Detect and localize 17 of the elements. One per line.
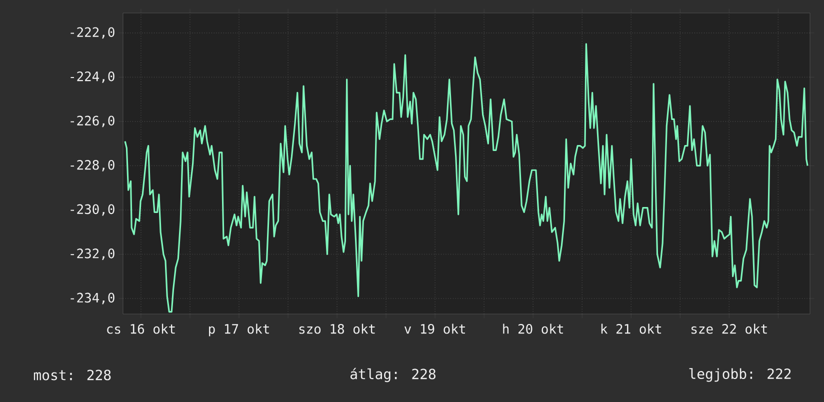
y-tick-label: -230,0 xyxy=(70,204,114,216)
x-tick-label: h 20 okt xyxy=(503,324,564,334)
y-tick-label: -224,0 xyxy=(70,71,114,83)
x-tick-label: sze 22 okt xyxy=(692,324,767,334)
y-tick-label: -228,0 xyxy=(70,160,114,172)
y-tick-label: -234,0 xyxy=(70,292,114,304)
text: átlag: 228 xyxy=(350,368,436,382)
x-tick-label: v 19 okt xyxy=(404,324,465,334)
y-tick-label: -226,0 xyxy=(70,116,114,128)
text: legjobb: 222 xyxy=(689,368,791,382)
x-tick-label: szo 18 okt xyxy=(299,324,375,334)
text: most: 228 xyxy=(34,370,111,380)
x-tick-label: p 17 okt xyxy=(209,324,269,336)
y-tick-label: -232,0 xyxy=(70,248,114,260)
y-tick-label: -222,0 xyxy=(70,27,114,39)
x-tick-label: k 21 okt xyxy=(601,324,662,334)
x-tick-label: cs 16 okt xyxy=(107,324,175,334)
